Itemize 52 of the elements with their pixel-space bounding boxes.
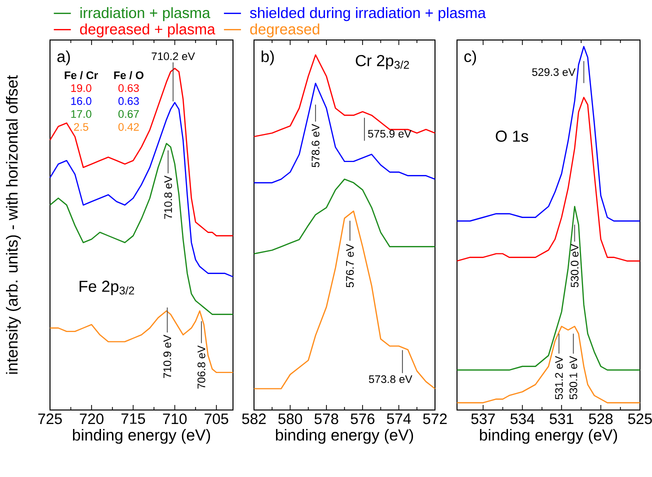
legend-label: degreased: [250, 23, 320, 38]
annotation: 529.3 eV: [532, 68, 576, 76]
annotation: c): [464, 50, 476, 66]
x-tick-label: 576: [350, 414, 374, 424]
x-tick-label: 715: [121, 414, 146, 424]
annotation: 578.6 eV: [312, 124, 320, 168]
x-tick-label: 720: [80, 414, 104, 424]
annotation: 16.0: [71, 97, 92, 105]
legend-label: irradiation + plasma: [80, 7, 210, 22]
x-tick-label: 528: [588, 414, 613, 424]
annotation: 530.1 eV: [569, 356, 578, 400]
x-axis-title: binding energy (eV): [276, 428, 414, 444]
text: a): [57, 50, 70, 66]
annotation: 0.42: [118, 123, 139, 131]
x-tick-label: 572: [423, 414, 447, 424]
annotation: 0.63: [118, 84, 139, 92]
x-tick-label: 537: [471, 414, 495, 424]
x-tick-label: 534: [510, 414, 534, 424]
annotation: 575.9 eV: [368, 130, 412, 138]
x-tick-label: 582: [242, 414, 266, 424]
annotation: b): [262, 50, 274, 66]
annotation: 576.7 eV: [346, 244, 354, 288]
x-tick-label: 580: [278, 414, 302, 424]
annotation: 17.0: [71, 110, 92, 118]
annotation: 573.8 eV: [368, 375, 412, 384]
annotation: 530.0 eV: [570, 244, 579, 288]
x-axis-title: binding energy (eV): [72, 428, 210, 444]
annotation: Fe / Cr: [64, 71, 98, 80]
annotation: 2.5: [74, 123, 88, 131]
x-tick-label: 725: [38, 414, 62, 424]
annotation: O 1s: [496, 130, 528, 142]
annotation: 531.2 eV: [555, 356, 563, 400]
annotation: 710.8 eV: [164, 176, 172, 219]
x-tick-label: 710: [163, 414, 187, 424]
annotation: 0.67: [118, 110, 139, 118]
annotation: 0.63: [118, 97, 139, 105]
x-tick-label: 525: [628, 414, 652, 424]
x-tick-label: 705: [204, 414, 228, 424]
legend-label: shielded during irradiation + plasma: [250, 7, 486, 22]
x-axis-title: binding energy (eV): [480, 428, 618, 444]
x-tick-label: 531: [550, 414, 574, 424]
legend-label: degreased + plasma: [80, 23, 216, 38]
annotation: Fe 2p$_{3/2}$: [80, 280, 134, 296]
annotation: Fe / O: [114, 71, 144, 80]
annotation: 710.2 eV: [152, 52, 195, 60]
x-tick-label: 574: [386, 414, 411, 424]
annotation: Cr 2p$_{3/2}$: [356, 54, 409, 70]
annotation: 19.0: [71, 84, 92, 92]
annotation: 706.8 eV: [198, 345, 206, 389]
y-axis-title: intensity (arb. units) - with horizontal offset: [6, 75, 21, 374]
x-tick-label: 578: [314, 414, 338, 424]
annotation: 710.9 eV: [163, 334, 172, 378]
